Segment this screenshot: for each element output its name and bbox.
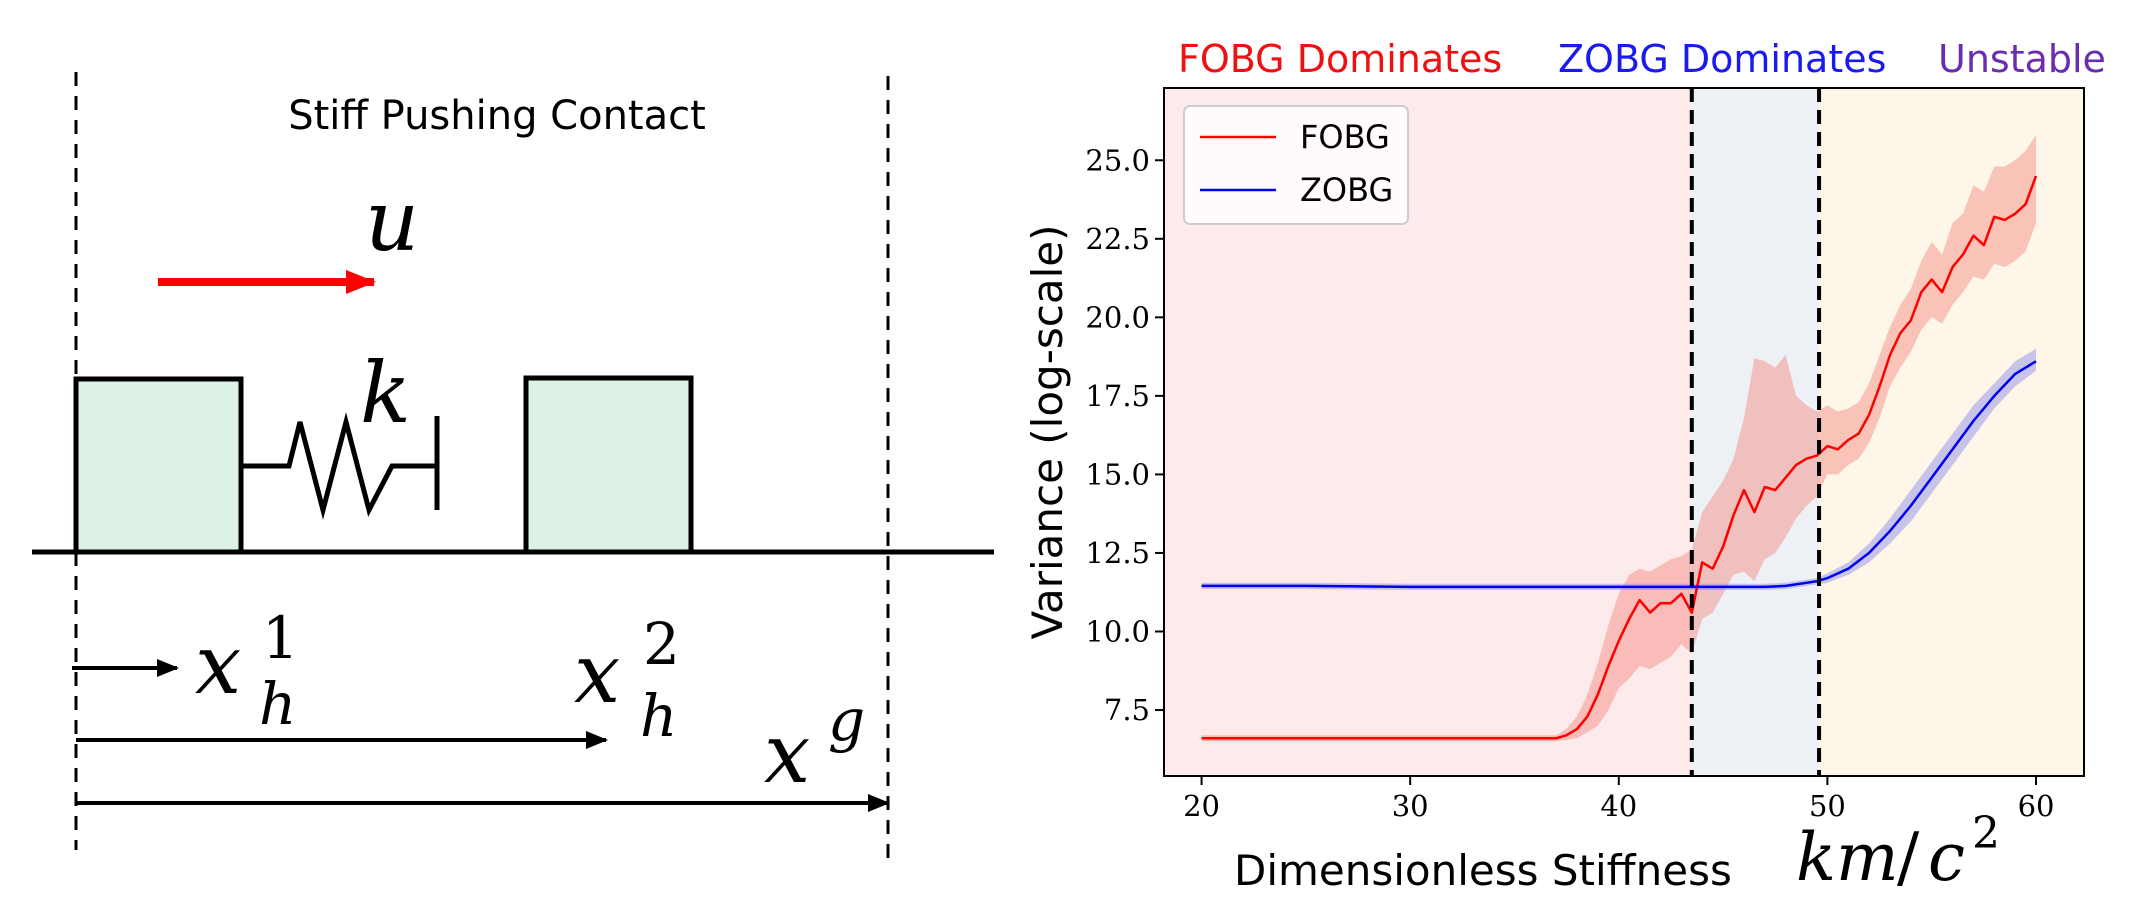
region-zobg-background bbox=[1691, 88, 1820, 776]
x1-label-sup: 1 bbox=[262, 604, 299, 672]
x1-label-sub: h bbox=[259, 670, 296, 738]
x1-label: x 1 h bbox=[195, 604, 299, 738]
y-tick-label: 17.5 bbox=[1085, 379, 1150, 413]
goal-label-base: x bbox=[764, 707, 810, 802]
zobg-series-line bbox=[1201, 360, 2037, 589]
x-axis-ticks: 20 30 40 50 60 bbox=[1183, 776, 2054, 823]
x2-label-base: x bbox=[574, 627, 620, 722]
y-tick-label: 10.0 bbox=[1085, 614, 1150, 648]
legend-zobg-label: ZOBG bbox=[1300, 171, 1393, 209]
x2-label: x 2 h bbox=[574, 610, 680, 750]
contact-diagram: Stiff Pushing Contact u k x 1 h x 2 h bbox=[32, 72, 994, 858]
legend: FOBG ZOBG bbox=[1183, 105, 1409, 225]
variance-bands bbox=[1201, 135, 2036, 742]
fobg-variance-band bbox=[1201, 135, 2036, 742]
x1-label-base: x bbox=[195, 618, 241, 713]
spring-label: k bbox=[360, 344, 411, 442]
goal-label-sup: g bbox=[828, 686, 865, 754]
x-axis-label: Dimensionless Stiffness bbox=[1234, 846, 1732, 895]
block-1 bbox=[73, 376, 244, 555]
y-tick-label: 25.0 bbox=[1085, 143, 1150, 177]
x-tick-label: 50 bbox=[1809, 789, 1846, 823]
x2-label-sub: h bbox=[640, 682, 677, 750]
y-tick-label: 7.5 bbox=[1104, 693, 1150, 727]
x-axis-math-label: km / c 2 bbox=[1796, 808, 2000, 896]
input-label: u bbox=[365, 172, 419, 270]
region-boundary-lines bbox=[1689, 88, 1822, 776]
x-axis-math-km: km bbox=[1796, 819, 1899, 896]
x-tick-label: 30 bbox=[1392, 789, 1429, 823]
series-lines bbox=[1201, 175, 2038, 740]
x-tick-label: 40 bbox=[1600, 789, 1637, 823]
y-tick-label: 20.0 bbox=[1085, 300, 1150, 334]
plot-frame bbox=[1163, 87, 2085, 777]
x-tick-label: 20 bbox=[1183, 789, 1220, 823]
y-tick-label: 15.0 bbox=[1085, 457, 1150, 491]
diagram-title: Stiff Pushing Contact bbox=[288, 93, 706, 139]
y-tick-label: 22.5 bbox=[1085, 222, 1150, 256]
legend-box bbox=[1183, 105, 1409, 225]
region-unstable-background bbox=[1819, 88, 2084, 776]
fobg-series-line bbox=[1201, 175, 2038, 740]
x-axis-math-sup: 2 bbox=[1972, 808, 2000, 859]
region-backgrounds bbox=[1164, 88, 2084, 776]
y-axis-label: Variance (log-scale) bbox=[1023, 225, 1072, 640]
legend-fobg-label: FOBG bbox=[1300, 118, 1390, 156]
spring bbox=[241, 412, 437, 520]
variance-chart: FOBG Dominates ZOBG Dominates Unstable 2… bbox=[1023, 37, 2106, 896]
y-tick-label: 12.5 bbox=[1085, 536, 1150, 570]
region-label-zobg: ZOBG Dominates bbox=[1558, 37, 1886, 81]
x2-label-sup: 2 bbox=[643, 610, 680, 678]
block-2 bbox=[523, 375, 694, 555]
x-axis-math-c: c bbox=[1928, 819, 1965, 896]
x-axis-math-slash: / bbox=[1897, 819, 1920, 896]
x-tick-label: 60 bbox=[2018, 789, 2055, 823]
y-axis-ticks: 7.5 10.0 12.5 15.0 17.5 20.0 22.5 25.0 bbox=[1085, 143, 1164, 727]
goal-label: x g bbox=[764, 686, 865, 802]
region-label-unstable: Unstable bbox=[1938, 37, 2106, 81]
region-label-fobg: FOBG Dominates bbox=[1178, 37, 1502, 81]
